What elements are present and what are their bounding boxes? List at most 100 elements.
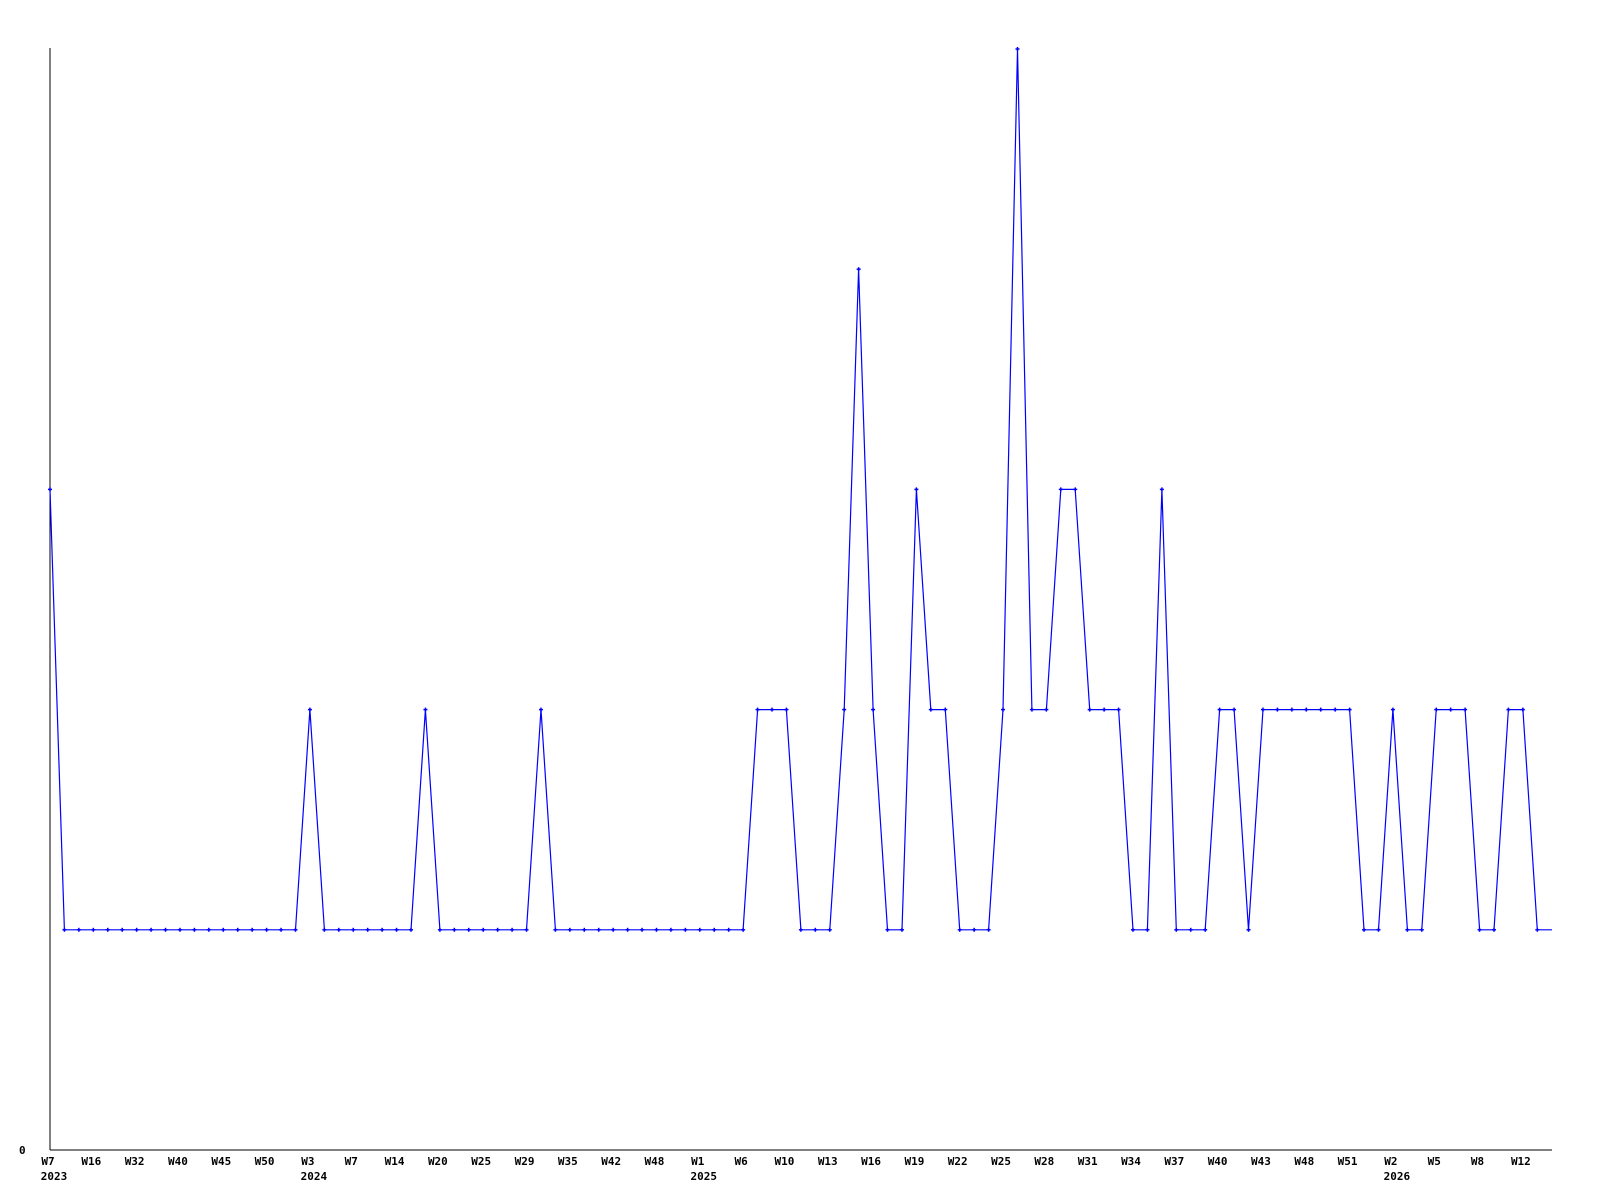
data-point xyxy=(914,487,919,492)
x-tick-label: W31 xyxy=(1078,1155,1098,1168)
year-label: 2026 xyxy=(1384,1170,1411,1183)
x-tick-label: W37 xyxy=(1164,1155,1184,1168)
data-point xyxy=(437,927,442,932)
data-point xyxy=(856,267,861,272)
data-point xyxy=(1463,707,1468,712)
x-tick-label: W1 xyxy=(691,1155,705,1168)
data-point xyxy=(48,487,52,492)
data-point xyxy=(1492,927,1496,932)
data-point xyxy=(351,927,356,932)
data-point xyxy=(62,927,67,932)
data-point xyxy=(120,927,125,932)
data-point xyxy=(625,927,630,932)
x-tick-label: W40 xyxy=(1208,1155,1228,1168)
data-point xyxy=(957,927,962,932)
data-point xyxy=(827,927,832,932)
data-point xyxy=(1087,707,1092,712)
data-point xyxy=(206,927,211,932)
data-point xyxy=(1116,707,1121,712)
data-point xyxy=(1318,707,1323,712)
data-point xyxy=(1535,927,1540,932)
data-point xyxy=(1520,707,1525,712)
data-point xyxy=(928,707,933,712)
data-point xyxy=(1260,707,1265,712)
x-tick-label: W14 xyxy=(385,1155,405,1168)
data-point xyxy=(1333,707,1338,712)
data-point xyxy=(1477,927,1482,932)
x-tick-label: W13 xyxy=(818,1155,838,1168)
x-tick-label: W16 xyxy=(81,1155,101,1168)
data-point xyxy=(1044,707,1049,712)
x-tick-label: W34 xyxy=(1121,1155,1141,1168)
data-point xyxy=(1015,47,1020,51)
data-point xyxy=(1073,487,1078,492)
x-tick-label: W45 xyxy=(211,1155,231,1168)
x-tick-label: W6 xyxy=(734,1155,748,1168)
x-tick-label: W7 xyxy=(41,1155,54,1168)
x-tick-label: W12 xyxy=(1511,1155,1531,1168)
data-point xyxy=(755,707,760,712)
data-point xyxy=(1246,927,1251,932)
data-point xyxy=(105,927,110,932)
data-point xyxy=(76,927,81,932)
x-tick-label: W3 xyxy=(301,1155,314,1168)
data-point xyxy=(322,927,327,932)
x-tick-label: W32 xyxy=(125,1155,145,1168)
x-tick-label: W43 xyxy=(1251,1155,1271,1168)
data-point xyxy=(149,927,154,932)
data-point xyxy=(466,927,471,932)
data-point xyxy=(1362,927,1367,932)
data-point xyxy=(336,927,341,932)
year-label: 2024 xyxy=(301,1170,328,1183)
data-point xyxy=(611,927,616,932)
data-point xyxy=(250,927,255,932)
x-tick-label: W5 xyxy=(1428,1155,1441,1168)
data-point xyxy=(1448,707,1453,712)
data-point xyxy=(1203,927,1208,932)
x-tick-label: W51 xyxy=(1338,1155,1358,1168)
data-point xyxy=(798,927,803,932)
data-point xyxy=(1390,707,1395,712)
data-point xyxy=(813,927,818,932)
x-tick-label: W16 xyxy=(861,1155,881,1168)
data-point xyxy=(654,927,659,932)
data-point xyxy=(1506,707,1511,712)
data-point xyxy=(524,927,529,932)
x-tick-label: W35 xyxy=(558,1155,578,1168)
x-tick-label: W8 xyxy=(1471,1155,1484,1168)
data-point xyxy=(582,927,587,932)
data-point xyxy=(741,927,746,932)
data-point xyxy=(1058,487,1063,492)
x-tick-label: W29 xyxy=(515,1155,535,1168)
axes: 0 xyxy=(19,48,1552,1157)
data-point xyxy=(423,707,428,712)
x-tick-label: W10 xyxy=(775,1155,795,1168)
data-point xyxy=(1102,707,1107,712)
y-tick-label: 0 xyxy=(19,1144,26,1157)
data-point xyxy=(1405,927,1410,932)
data-point xyxy=(986,927,991,932)
data-point xyxy=(365,927,370,932)
data-point xyxy=(712,927,717,932)
data-point xyxy=(1304,707,1309,712)
series-line xyxy=(48,47,1552,932)
x-tick-label: W25 xyxy=(991,1155,1011,1168)
data-point xyxy=(264,927,269,932)
data-point xyxy=(134,927,139,932)
data-point xyxy=(1275,707,1280,712)
data-point xyxy=(394,927,399,932)
data-point xyxy=(163,927,168,932)
data-point xyxy=(1001,707,1006,712)
data-point xyxy=(495,927,500,932)
data-point xyxy=(1029,707,1034,712)
data-point xyxy=(1188,927,1193,932)
x-tick-label: W7 xyxy=(345,1155,358,1168)
data-point xyxy=(871,707,876,712)
x-tick-label: W28 xyxy=(1034,1155,1054,1168)
data-point xyxy=(452,927,457,932)
year-label: 2025 xyxy=(691,1170,718,1183)
data-point xyxy=(596,927,601,932)
data-point xyxy=(293,927,298,932)
data-point xyxy=(538,707,543,712)
data-point xyxy=(697,927,702,932)
